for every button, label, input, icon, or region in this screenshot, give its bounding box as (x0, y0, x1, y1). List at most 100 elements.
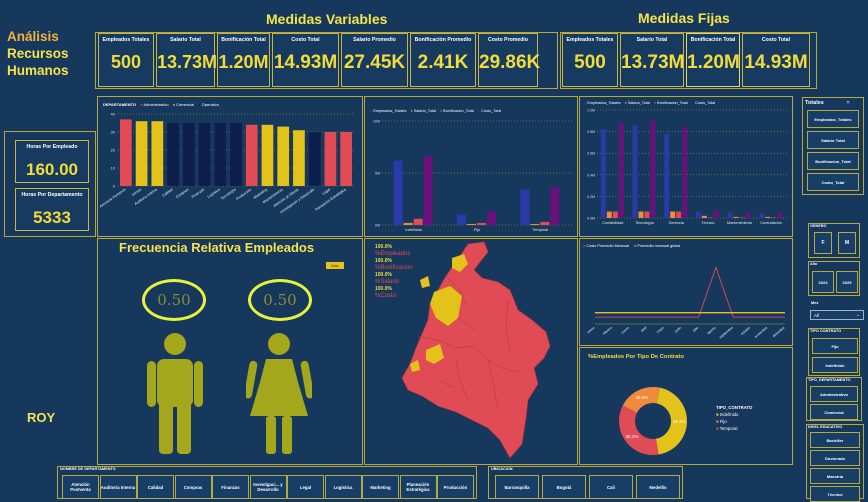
dept-bar[interactable] (182, 123, 195, 186)
series-bar[interactable] (713, 210, 719, 218)
city-filter-button[interactable]: Bogotá (542, 475, 586, 499)
kpi-fixed-card: Bonificación Total 1.20M (686, 33, 740, 87)
dept-bar[interactable] (293, 130, 305, 186)
dept-filter-button[interactable]: Calidad (137, 475, 174, 499)
series-bar[interactable] (650, 120, 656, 218)
dept-filter-button[interactable]: Auditoría Interna (99, 475, 137, 499)
dept-filter-button[interactable]: Atención Postventa (62, 475, 99, 499)
series-bar[interactable] (707, 217, 713, 219)
dept-filter-button[interactable]: Planeación Estratégica (399, 475, 437, 499)
series-bar[interactable] (695, 211, 701, 218)
series-bar[interactable] (457, 214, 466, 225)
series-bar[interactable] (638, 211, 644, 218)
dept-bar[interactable] (167, 123, 179, 186)
donut-slice[interactable] (622, 387, 660, 413)
series-bar[interactable] (477, 222, 486, 225)
brand-line1: Análisis (7, 29, 59, 44)
nivel-item[interactable]: Bachiller (810, 432, 860, 448)
series-bar[interactable] (618, 122, 624, 218)
dept-bar[interactable] (151, 121, 164, 186)
series-bar[interactable] (727, 212, 733, 218)
dept-bar[interactable] (120, 119, 132, 186)
dept-bar[interactable] (198, 123, 211, 186)
series-bar[interactable] (540, 221, 550, 225)
series-bar[interactable] (530, 223, 540, 225)
series-bar[interactable] (393, 160, 403, 225)
mes-value: All (814, 312, 820, 318)
series-bar[interactable] (676, 211, 682, 218)
series-bar[interactable] (644, 211, 650, 218)
series-bar[interactable] (520, 189, 530, 225)
totales-item[interactable]: Salario Total (807, 131, 859, 149)
mes-dropdown[interactable]: All ⌄ (810, 310, 864, 320)
dept-bar[interactable] (135, 121, 148, 186)
anio-2025[interactable]: 2025 (836, 271, 858, 293)
legend-item: ● Salario_Total (624, 101, 650, 105)
series-bar[interactable] (632, 125, 638, 218)
series-bar[interactable] (733, 216, 739, 218)
series-bar[interactable] (739, 217, 745, 219)
dept-bar[interactable] (340, 132, 352, 186)
series-bar[interactable] (777, 212, 783, 218)
city-filter-button[interactable]: Cali (589, 475, 633, 499)
kpi-value: 29.86K (479, 52, 541, 73)
series-bar[interactable] (765, 216, 771, 218)
donut-slice[interactable] (619, 405, 659, 455)
series-bar[interactable] (759, 213, 765, 218)
nivel-item[interactable]: Doctorado (810, 450, 860, 466)
map-stat-label: %Empleados (375, 251, 411, 257)
nivel-item[interactable]: Maestría (810, 468, 860, 484)
series-bar[interactable] (682, 127, 688, 218)
contract-chart-panel (364, 96, 578, 237)
dept-bar[interactable] (277, 126, 290, 186)
series-bar[interactable] (487, 211, 496, 225)
genero-m[interactable]: M (838, 232, 856, 254)
dept-bar[interactable] (308, 132, 321, 186)
series-bar[interactable] (664, 133, 670, 218)
totales-item[interactable]: Empleados_Totales (807, 110, 859, 128)
series-bar[interactable] (403, 222, 413, 225)
dept-bar[interactable] (324, 132, 337, 186)
city-filter-button[interactable]: Medellín (636, 475, 680, 499)
dept-filter-button[interactable]: Legal (287, 475, 324, 499)
dept-bar[interactable] (245, 124, 258, 186)
contrato-fijo[interactable]: Fijo (812, 338, 858, 354)
series-bar[interactable] (413, 218, 423, 225)
dept-filter-button[interactable]: Finanzas (212, 475, 249, 499)
series-bar[interactable] (606, 211, 612, 218)
nivel-item[interactable]: Técnico (810, 486, 860, 502)
series-bar[interactable] (771, 217, 777, 219)
dept-filter-button[interactable]: Compras (174, 475, 212, 499)
x-tick-label: Recursos Humanos (100, 187, 127, 208)
series-bar[interactable] (670, 211, 676, 218)
dept-filter-button[interactable]: Marketing (362, 475, 399, 499)
x-tick-label: Contabilidad (602, 221, 623, 225)
totales-item[interactable]: Bonificacion_Total (807, 152, 859, 170)
anio-2024[interactable]: 2024 (812, 271, 834, 293)
series-bar[interactable] (612, 211, 618, 218)
dept-bar[interactable] (230, 123, 242, 186)
donut-slice[interactable] (655, 387, 687, 455)
genero-f[interactable]: F (814, 232, 832, 254)
frequency-panel (97, 238, 363, 465)
tipo-dep-admin[interactable]: Administrativo (810, 386, 858, 402)
series-bar[interactable] (467, 223, 476, 225)
dept-filter-button[interactable]: Producción (437, 475, 474, 499)
series-bar[interactable] (701, 215, 707, 218)
series-bar[interactable] (423, 156, 433, 225)
totales-close-icon[interactable]: ✕ (846, 100, 851, 106)
series-bar[interactable] (745, 212, 751, 218)
line-series[interactable] (595, 265, 785, 318)
dept-bar[interactable] (214, 123, 227, 186)
tipo-dep-comercial[interactable]: Comercial (810, 404, 858, 420)
x-tick-label: Calidad (161, 188, 173, 198)
series-bar[interactable] (550, 187, 560, 225)
fixed-title: Medidas Fijas (638, 10, 730, 26)
totales-item[interactable]: Costo_Total (807, 173, 859, 191)
contrato-indefinido[interactable]: Indefinido (812, 357, 858, 373)
city-filter-button[interactable]: Barranquilla (495, 475, 539, 499)
dept-filter-button[interactable]: Logística (324, 475, 362, 499)
dept-bar[interactable] (261, 124, 274, 186)
series-bar[interactable] (600, 129, 606, 218)
dept-filter-button[interactable]: Investigaci... y Desarrollo (249, 475, 287, 499)
